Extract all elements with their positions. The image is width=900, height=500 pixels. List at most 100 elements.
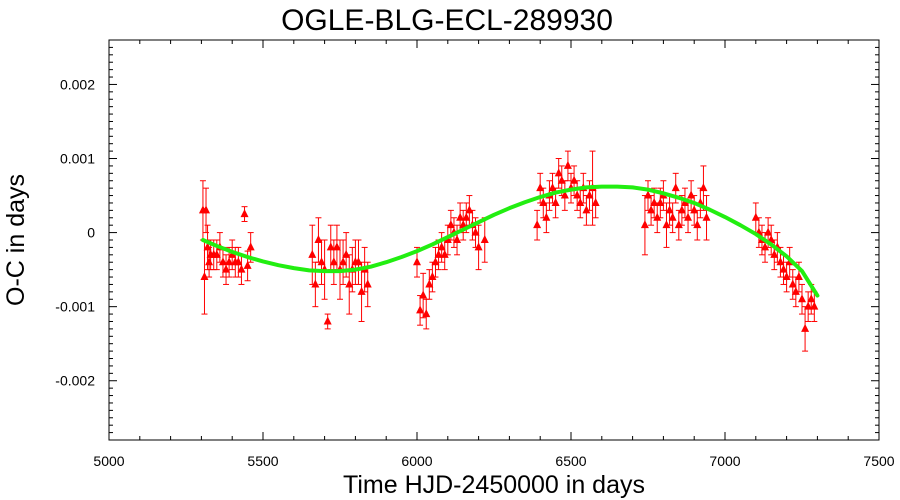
data-point: [776, 257, 785, 266]
data-point: [560, 190, 569, 199]
data-point: [810, 301, 819, 310]
data-point: [536, 183, 545, 192]
data-point: [425, 279, 434, 288]
data-point: [342, 249, 351, 258]
data-point: [354, 257, 363, 266]
data-point: [644, 190, 652, 199]
data-point: [422, 309, 431, 318]
data-point: [770, 249, 779, 258]
data-point: [699, 183, 708, 192]
data-point: [764, 227, 773, 236]
data-point: [687, 190, 696, 199]
y-tick-label: 0.001: [60, 151, 95, 167]
data-point: [807, 294, 816, 303]
data-point: [653, 212, 662, 221]
data-point: [539, 197, 548, 206]
data-point: [456, 212, 465, 221]
y-tick-label: -0.002: [55, 373, 95, 389]
data-point: [474, 242, 483, 251]
data-points-layer: [198, 150, 819, 352]
data-point: [437, 242, 446, 251]
data-point: [323, 316, 332, 325]
data-point: [212, 249, 221, 258]
data-point: [225, 257, 234, 266]
data-point: [200, 272, 209, 281]
data-point: [339, 257, 348, 266]
data-point: [804, 301, 813, 310]
data-point: [791, 286, 800, 295]
data-point: [779, 264, 788, 273]
data-point: [311, 279, 320, 288]
data-point: [671, 183, 680, 192]
data-point: [640, 220, 649, 229]
data-point: [548, 183, 557, 192]
data-point: [234, 257, 243, 266]
data-point: [431, 257, 440, 266]
data-point: [465, 205, 474, 214]
x-tick-label: 5000: [93, 453, 124, 469]
data-point: [332, 242, 341, 251]
data-point: [585, 190, 594, 199]
data-point: [314, 235, 323, 243]
chart-title: OGLE-BLG-ECL-289930: [281, 4, 613, 37]
data-point: [326, 242, 335, 251]
data-point: [329, 257, 338, 266]
data-point: [434, 249, 443, 258]
data-point: [416, 305, 425, 314]
data-point: [222, 264, 231, 273]
data-point: [471, 227, 480, 236]
data-point: [677, 205, 686, 214]
data-point: [246, 242, 255, 251]
fit-curve-layer: [200, 184, 820, 298]
data-point: [788, 279, 797, 288]
data-point: [650, 197, 659, 206]
data-point: [345, 279, 354, 288]
data-point: [680, 197, 689, 206]
data-point: [794, 272, 803, 281]
data-point: [674, 220, 683, 229]
data-point: [542, 212, 551, 221]
data-point: [662, 220, 671, 229]
data-point: [218, 257, 227, 266]
data-point: [363, 279, 372, 288]
x-axis-label: Time HJD-2450000 in days: [343, 471, 645, 499]
data-point: [591, 197, 600, 206]
data-point: [413, 257, 421, 266]
data-point: [308, 249, 317, 258]
y-axis-label: O-C in days: [2, 174, 30, 306]
data-point: [573, 190, 582, 199]
data-point: [240, 209, 249, 218]
y-tick-label: 0.002: [60, 76, 95, 92]
data-point: [205, 257, 214, 266]
data-point: [554, 168, 563, 177]
data-point: [237, 264, 246, 273]
data-point: [761, 242, 770, 251]
data-point: [557, 175, 566, 184]
x-tick-label: 6500: [555, 453, 586, 469]
data-point: [690, 205, 699, 214]
data-point: [702, 212, 711, 221]
data-point: [317, 257, 326, 266]
data-point: [533, 220, 542, 229]
data-point: [446, 220, 455, 229]
data-point: [782, 272, 791, 281]
data-point: [656, 197, 665, 206]
data-point: [440, 249, 449, 258]
x-tick-label: 7500: [863, 453, 894, 469]
data-point: [668, 212, 677, 221]
data-point: [480, 235, 489, 243]
data-point: [453, 235, 462, 243]
data-point: [563, 160, 572, 169]
x-tick-label: 7000: [709, 453, 740, 469]
data-point: [462, 212, 471, 221]
y-tick-label: 0: [87, 225, 95, 241]
data-point: [428, 272, 437, 281]
data-point: [582, 205, 591, 214]
data-point: [243, 260, 252, 269]
axis-ticks: [108, 39, 880, 441]
data-point: [459, 220, 468, 229]
x-tick-label: 5500: [247, 453, 278, 469]
data-point: [798, 294, 806, 303]
data-point: [665, 205, 674, 214]
